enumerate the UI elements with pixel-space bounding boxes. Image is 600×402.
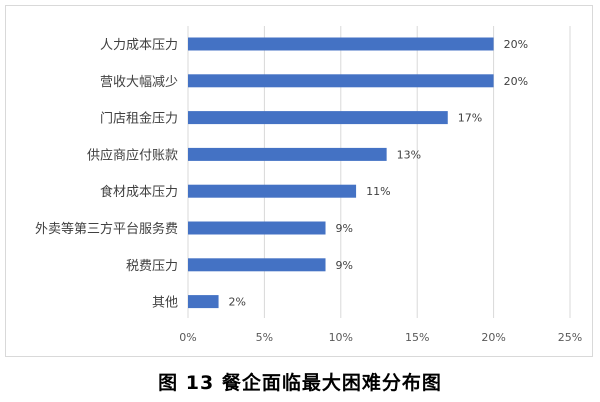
x-tick-label: 5%: [256, 331, 273, 344]
category-label: 食材成本压力: [100, 184, 178, 200]
data-label: 11%: [366, 185, 390, 198]
bar: [188, 221, 326, 235]
figure-caption: 图 13 餐企面临最大困难分布图: [158, 372, 442, 394]
bar: [188, 37, 494, 51]
chart-frame: [5, 5, 593, 357]
bar: [188, 184, 357, 198]
x-axis-tick-labels: 0% 5% 10% 15% 20% 25%: [179, 331, 582, 344]
category-labels: 人力成本压力营收大幅减少门店租金压力供应商应付账款食材成本压力外卖等第三方平台服…: [35, 38, 178, 311]
x-tick-label: 10%: [329, 331, 353, 344]
category-label: 门店租金压力: [100, 111, 178, 127]
bars: [188, 37, 494, 309]
bar: [188, 295, 219, 309]
data-label: 20%: [504, 38, 528, 51]
bar: [188, 74, 494, 88]
bar: [188, 111, 448, 125]
data-label: 9%: [336, 259, 353, 272]
category-label: 营收大幅减少: [100, 75, 178, 90]
value-labels: 20% 20% 17% 13% 11% 9% 9% 2%: [229, 38, 528, 309]
x-tick-label: 15%: [405, 331, 429, 344]
data-label: 13%: [397, 148, 421, 161]
bar-chart: 人力成本压力营收大幅减少门店租金压力供应商应付账款食材成本压力外卖等第三方平台服…: [35, 26, 582, 344]
category-label: 其他: [152, 296, 178, 311]
bar: [188, 147, 387, 161]
x-tick-label: 0%: [179, 331, 196, 344]
x-tick-label: 25%: [558, 331, 582, 344]
data-label: 20%: [504, 75, 528, 88]
grid-lines: [187, 26, 571, 318]
category-label: 人力成本压力: [100, 38, 178, 53]
category-label: 税费压力: [126, 259, 178, 274]
category-label: 外卖等第三方平台服务费: [35, 221, 178, 237]
x-tick-label: 20%: [481, 331, 505, 344]
data-label: 17%: [458, 112, 482, 125]
data-label: 2%: [229, 296, 246, 309]
data-label: 9%: [336, 222, 353, 235]
bar: [188, 258, 326, 272]
category-label: 供应商应付账款: [87, 147, 178, 163]
